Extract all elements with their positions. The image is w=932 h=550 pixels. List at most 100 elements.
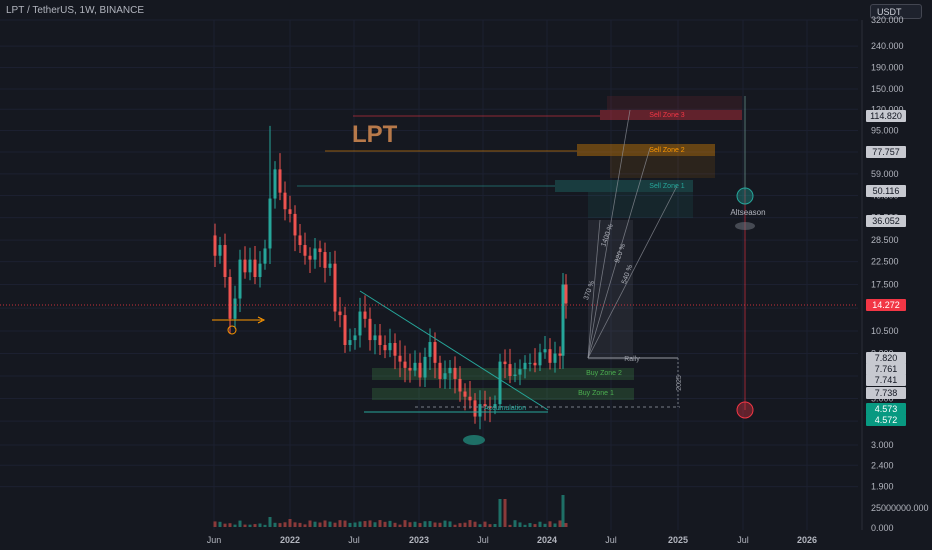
price-badge — [866, 146, 906, 158]
volume-bar — [243, 524, 247, 527]
candle-body — [313, 248, 317, 260]
price-badge-label: 77.757 — [872, 147, 900, 157]
y-tick-label: 59.000 — [871, 169, 899, 179]
volume-bar — [273, 522, 277, 527]
candle-body — [368, 318, 372, 341]
candle-body — [433, 342, 437, 363]
volume-bar — [463, 522, 467, 527]
volume-bar — [378, 520, 382, 527]
marker-circle — [227, 325, 237, 335]
x-tick-label: Jul — [737, 535, 749, 545]
zone-1 — [577, 144, 715, 156]
volume-bar — [398, 524, 402, 527]
volume-bar — [333, 522, 337, 527]
zone-label: Sell Zone 2 — [649, 147, 685, 154]
candle-body — [443, 373, 447, 379]
x-tick-label: 2023 — [409, 535, 429, 545]
candle-body — [508, 364, 512, 377]
grid-lines — [0, 19, 858, 530]
zone-shade — [610, 156, 715, 178]
volume-bar — [478, 524, 482, 527]
candle-body — [413, 362, 417, 371]
y-tick-label: 240.000 — [871, 41, 904, 51]
candle-body — [268, 198, 272, 249]
zone-3 — [372, 368, 634, 380]
candle-body — [548, 349, 552, 363]
candles — [213, 125, 568, 430]
volume-bar — [213, 521, 217, 527]
volume-bar — [288, 519, 292, 527]
volume-bar — [538, 521, 542, 527]
volume-bar — [438, 522, 442, 527]
candle-body — [393, 343, 397, 356]
y-tick-label: 28.500 — [871, 235, 899, 245]
candle-body — [353, 335, 357, 341]
fan-line — [587, 109, 631, 359]
x-tick-label: 2024 — [537, 535, 557, 545]
candle-body — [238, 259, 242, 299]
drawings — [0, 96, 858, 445]
altseason-circle — [736, 401, 754, 419]
volume-bar — [233, 524, 237, 527]
candle-body — [418, 362, 422, 378]
annotation-texts: Sell Zone 3 Sell Zone 2 Sell Zone 1 Buy Zon… — [352, 112, 766, 412]
candle-body — [558, 353, 562, 356]
volume-bar — [393, 522, 397, 527]
currency-selector[interactable]: USDT — [870, 4, 922, 19]
volume-bar — [553, 523, 557, 527]
price-badge — [866, 352, 906, 364]
candle-body — [463, 391, 467, 397]
candle-body — [438, 362, 442, 379]
volume-bar — [458, 523, 462, 527]
price-badge — [866, 299, 906, 311]
zone-label: Buy Zone 2 — [586, 370, 622, 377]
candle-body — [343, 315, 347, 346]
volume-bar — [388, 520, 392, 527]
zone-label: Sell Zone 1 — [649, 183, 685, 190]
candle-body — [263, 248, 267, 264]
candle-body — [333, 263, 337, 312]
volume-bar — [308, 520, 312, 527]
price-badge — [866, 403, 906, 415]
annotation-zones — [372, 96, 742, 400]
volume-bar — [483, 521, 487, 527]
candle-body — [408, 367, 412, 371]
year-label: 2025 — [676, 375, 683, 391]
candle-body — [328, 263, 332, 268]
candle-body — [323, 252, 327, 268]
altseason-label: Altseason — [730, 208, 765, 217]
candle-body — [543, 349, 547, 353]
altseason-circle — [736, 187, 754, 205]
volume-bar — [218, 521, 222, 527]
price-badge-label: 4.572 — [875, 415, 898, 425]
volume-bar — [313, 521, 317, 527]
volume-bar — [228, 523, 232, 527]
volume-bar — [468, 520, 472, 527]
volume-bar — [543, 523, 547, 527]
candle-body — [518, 369, 522, 375]
candle-body — [423, 356, 427, 378]
y-tick-label: 320.000 — [871, 15, 904, 25]
price-badge — [866, 215, 906, 227]
volume-bar — [253, 524, 257, 527]
candle-body — [498, 361, 502, 405]
y-tick-label: 190.000 — [871, 62, 904, 72]
volume-bar — [348, 522, 352, 527]
candle-body — [503, 361, 507, 365]
time-axis: Jun 2022 Jul 2023 Jul 2024 Jul 2025 Jul 2026 — [207, 535, 817, 545]
zone-4 — [372, 388, 634, 400]
zone-0 — [600, 110, 742, 120]
y-tick-label: 10.500 — [871, 326, 899, 336]
volume-bar — [318, 522, 322, 527]
symbol-title[interactable]: LPT / TetherUS, 1W, BINANCE — [6, 5, 145, 16]
volume-bar — [418, 523, 422, 527]
volume-bar — [343, 520, 347, 527]
candle-body — [248, 259, 252, 273]
volume-bar — [413, 521, 417, 527]
volume-tick-label: 0.000 — [871, 523, 894, 533]
candle-body — [538, 352, 542, 366]
candle-body — [373, 335, 377, 341]
x-tick-label: Jul — [348, 535, 360, 545]
